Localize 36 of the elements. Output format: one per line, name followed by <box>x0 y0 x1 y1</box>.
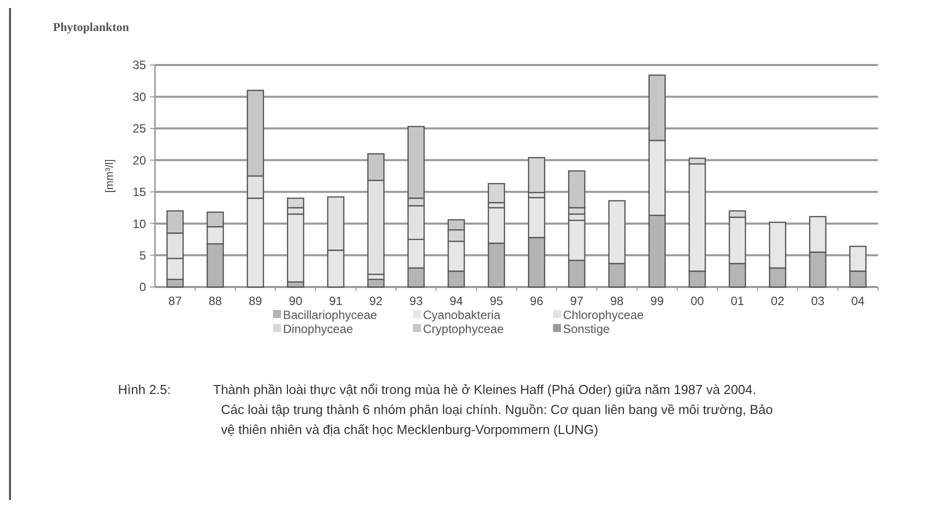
legend-label: Sonstige <box>563 322 610 336</box>
legend-label: Cyanobakteria <box>423 308 501 322</box>
x-tick-label: 99 <box>650 294 664 308</box>
text: Hình 2.5: <box>118 382 171 397</box>
x-tick-label: 92 <box>369 294 383 308</box>
x-tick-label: 87 <box>168 294 182 308</box>
chart-title: Phytoplankton <box>53 20 130 34</box>
y-tick-label: 15 <box>132 185 146 200</box>
y-tick-label: 35 <box>132 58 146 72</box>
legend-label: Cryptophyceae <box>423 322 504 336</box>
legend-label: Bacillariophyceae <box>283 308 378 322</box>
y-tick-label: 5 <box>139 248 146 262</box>
x-tick-label: 04 <box>851 294 865 308</box>
y-tick-label: 20 <box>132 153 146 168</box>
legend-label: Dinophyceae <box>283 322 354 336</box>
x-tick-label: 90 <box>288 294 303 308</box>
x-tick-label: 89 <box>248 294 262 308</box>
y-tick-label: 0 <box>139 280 146 294</box>
x-tick-label: 94 <box>450 294 464 308</box>
x-tick-label: 02 <box>770 294 785 308</box>
x-tick-label: 96 <box>530 294 544 308</box>
y-tick-label: 10 <box>132 216 146 231</box>
legend-label: Chlorophyceae <box>563 308 644 322</box>
x-tick-label: 93 <box>409 294 424 308</box>
x-tick-label: 98 <box>610 294 624 308</box>
x-tick-label: 97 <box>570 294 584 308</box>
y-tick-label: 25 <box>132 122 146 136</box>
y-tick-label: 30 <box>132 90 146 104</box>
x-tick-label: 91 <box>329 294 343 308</box>
x-tick-label: 00 <box>690 294 704 308</box>
x-tick-label: 01 <box>730 294 744 308</box>
text: Thành phần loài thực vật nổi trong mùa hè ở Kleines Haff (Phá Oder) giữa năm 1987 và 2004. Các loài tập trung thành 6 nhóm phân loại chính. Nguồn: Cơ quan liên bang về môi trường, Bảo vệ thiên nhiên và địa chất học Mecklenburg-Vorpommern (LUNG) <box>213 382 773 437</box>
y-axis-title: [mm³/l] <box>104 159 116 193</box>
x-tick-label: 03 <box>811 294 825 308</box>
x-tick-label: 88 <box>208 294 222 308</box>
x-tick-label: 95 <box>490 294 504 308</box>
